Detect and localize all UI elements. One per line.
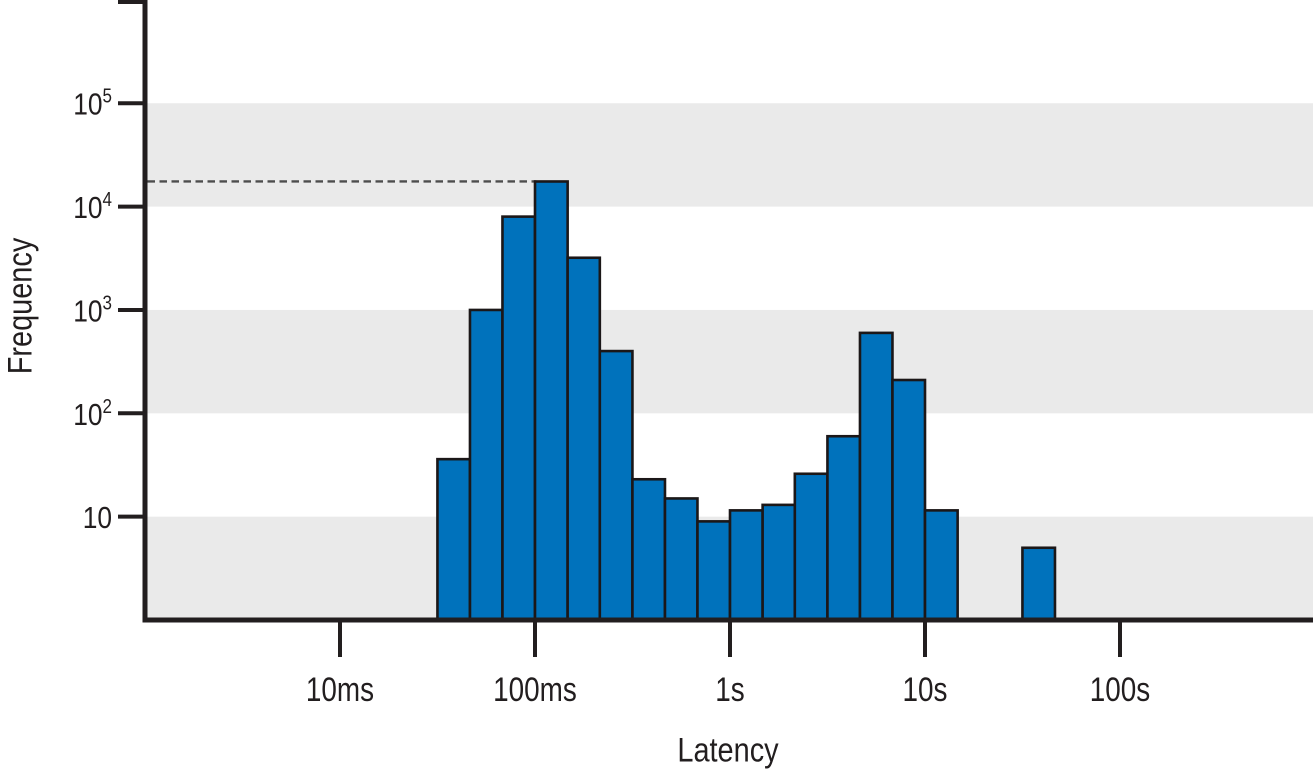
histogram-bar [696,520,732,622]
histogram-bar [598,349,634,622]
histogram-bar [468,308,504,622]
grid-band [147,309,1313,414]
y-tick-label: 104 [73,188,112,226]
histogram-bar [858,331,894,622]
y-tick-label: 102 [73,394,112,432]
histogram-bar [793,472,829,622]
histogram-bar [631,477,667,622]
histogram-bar [891,378,927,622]
histogram-bar [533,180,569,622]
x-tick-label: 1s [715,670,744,708]
y-tick-label: 10 [83,501,112,535]
y-tick-label: 105 [73,84,112,122]
histogram-bar [566,256,602,622]
histogram-bar [436,457,472,622]
x-tick-label: 10s [903,670,948,708]
histogram-bar [761,503,797,622]
y-tick-label: 103 [73,291,112,329]
y-tick-exponent: 5 [103,84,112,107]
y-axis-title: Frequency [1,237,40,375]
histogram-bar [923,509,959,622]
x-tick-label: 10ms [306,670,374,708]
y-tick-exponent: 3 [103,291,112,314]
x-tick-label: 100s [1090,670,1150,708]
x-tick-label: 100ms [493,670,577,708]
x-axis-title: Latency [677,731,779,770]
histogram-bar [663,497,699,622]
y-tick-exponent: 4 [103,188,112,211]
grid-band [147,103,1313,207]
histogram-bar [501,215,537,622]
histogram-bar [728,509,764,622]
y-tick-exponent: 2 [103,394,112,417]
histogram-bar [826,434,862,622]
histogram-bar [1021,546,1057,622]
